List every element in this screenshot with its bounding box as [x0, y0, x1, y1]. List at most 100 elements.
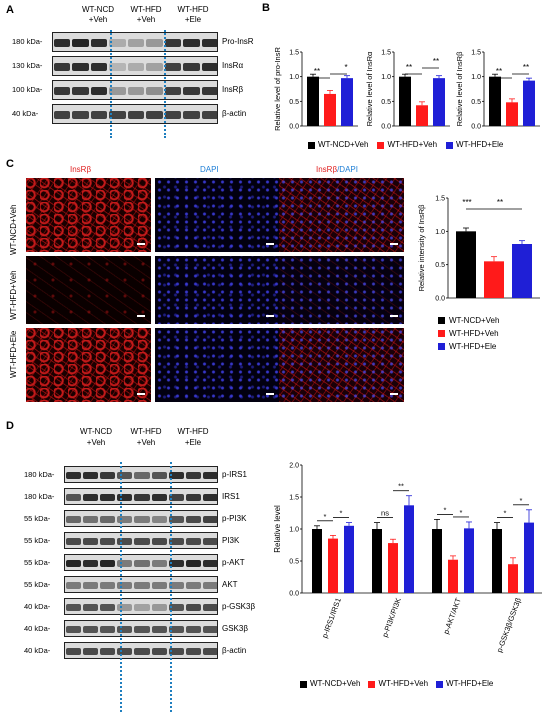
bar	[492, 529, 502, 593]
y-tick-label: 1.5	[289, 50, 299, 57]
blot-band	[185, 538, 201, 546]
confocal-row-1: WT-NCD+Veh	[9, 204, 18, 255]
blot-band	[151, 494, 167, 502]
blot-band	[117, 626, 133, 634]
y-tick-label: 0.5	[289, 559, 299, 566]
blot-kda-label: 40 kDa-	[24, 623, 51, 633]
bar-chart-insr-alpha: 0.0 0.5 1.0 1.5 Relative level of InsRα	[365, 50, 450, 131]
blot-band	[202, 516, 217, 524]
confocal-col-merge: InsRβ/DAPI	[316, 165, 358, 174]
blot-protein-label: p-IRS1	[222, 469, 247, 479]
blot-kda-label: 130 kDa-	[12, 61, 43, 70]
blot-strip	[64, 488, 218, 505]
blot-band	[151, 648, 167, 656]
blot-band	[202, 582, 217, 590]
legend-swatch	[377, 141, 385, 149]
bar	[489, 76, 501, 126]
panel-label-d: D	[6, 420, 14, 432]
blot-band	[66, 604, 82, 612]
blot-a-group3: WT-HFD +Ele	[177, 5, 209, 24]
blot-band	[185, 560, 201, 568]
blot-band	[109, 39, 126, 48]
blot-band	[134, 516, 150, 524]
blot-band	[185, 604, 201, 612]
lane-separator	[110, 30, 112, 138]
blot-protein-label: IRS1	[222, 491, 240, 501]
y-tick-label: 1.0	[435, 229, 445, 236]
blot-band	[100, 472, 116, 480]
blot-protein-label: p-PI3K	[222, 513, 247, 523]
y-tick-label: 1.0	[471, 74, 481, 81]
scale-bar	[390, 315, 398, 317]
blot-band	[117, 516, 133, 524]
blot-band	[109, 63, 126, 72]
blot-strip	[64, 554, 218, 571]
confocal-image	[155, 328, 280, 402]
sig-label: *	[460, 508, 463, 517]
blot-band	[109, 111, 126, 120]
blot-kda-label: 40 kDa-	[24, 601, 51, 611]
blot-band	[146, 87, 163, 96]
blot-band	[185, 582, 201, 590]
confocal-image	[26, 178, 151, 252]
bar	[484, 261, 504, 298]
blot-band	[100, 648, 116, 656]
blot-kda-label: 100 kDa-	[12, 85, 43, 94]
blot-band	[202, 648, 217, 656]
bar	[523, 80, 535, 126]
sig-label: **	[314, 67, 320, 76]
sig-label: *	[340, 509, 343, 518]
y-tick-label: 0.5	[471, 99, 481, 106]
bar-chart-insr-beta: 0.0 0.5 1.0 1.5 Relative level of InsRβ	[455, 50, 540, 131]
blot-band	[168, 582, 184, 590]
bar	[416, 105, 428, 126]
blot-band	[202, 538, 217, 546]
blot-kda-label: 55 kDa-	[24, 579, 51, 589]
scale-bar	[390, 393, 398, 395]
legend-swatch	[300, 680, 307, 688]
y-tick-label: 1.0	[381, 74, 391, 81]
blot-band	[83, 538, 99, 546]
blot-band	[151, 626, 167, 634]
blot-protein-label: p-AKT	[222, 557, 245, 567]
bar	[341, 78, 353, 126]
blot-band	[83, 582, 99, 590]
y-tick-label: 0.0	[381, 124, 391, 131]
blot-band	[202, 604, 217, 612]
scale-bar	[137, 393, 145, 395]
blot-band	[202, 472, 217, 480]
blot-band	[183, 87, 200, 96]
blot-band	[66, 516, 82, 524]
blot-band	[100, 516, 116, 524]
y-tick-label: 0.0	[289, 591, 299, 598]
blot-strip	[64, 510, 218, 527]
sig-label: ***	[462, 198, 471, 207]
bar	[506, 102, 518, 126]
blot-kda-label: 180 kDa-	[12, 37, 43, 46]
blot-kda-label: 40 kDa-	[12, 109, 39, 118]
confocal-image	[155, 178, 280, 252]
blot-band	[201, 63, 217, 72]
sig-label: **	[523, 63, 529, 72]
blot-band	[117, 560, 133, 568]
blot-band	[66, 472, 82, 480]
blot-strip	[52, 56, 218, 76]
sig-label: **	[496, 67, 502, 76]
panel-d-chart: 0.0 0.5 1.0 1.5 2.0 Relative level p-IRS1/IRS1…	[273, 463, 542, 654]
y-tick-label: 0.0	[435, 296, 445, 303]
panel-label-c: C	[6, 158, 14, 170]
blot-band	[100, 582, 116, 590]
blot-band	[168, 648, 184, 656]
y-tick-label: 1.0	[289, 74, 299, 81]
blot-band	[83, 604, 99, 612]
blot-band	[164, 39, 182, 48]
blot-band	[151, 472, 167, 480]
blot-d-group3: WT-HFD +Ele	[177, 427, 209, 447]
blot-band	[54, 87, 71, 96]
blot-band	[151, 604, 167, 612]
bar	[324, 93, 336, 126]
y-tick-label: 1.0	[289, 527, 299, 534]
blot-band	[117, 582, 133, 590]
blot-strip	[64, 576, 218, 593]
bar	[388, 543, 398, 593]
